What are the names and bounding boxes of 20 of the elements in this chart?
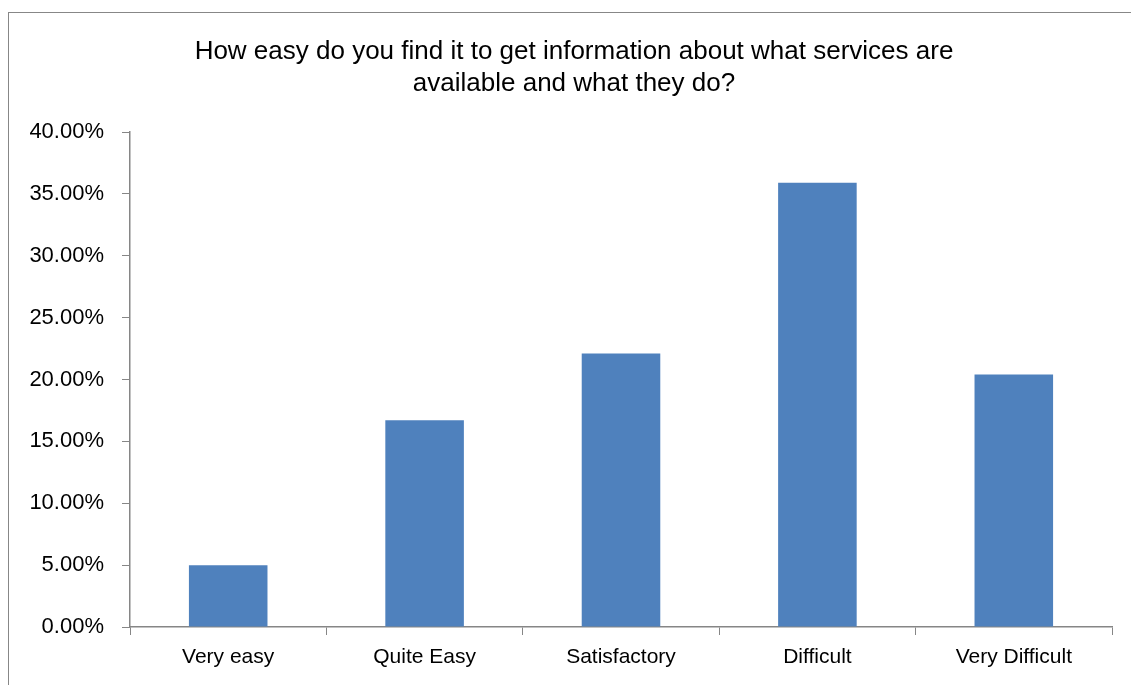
y-tick-label: 0.00% — [41, 613, 104, 639]
x-tick-label: Difficult — [783, 644, 852, 668]
x-tick-label: Very Difficult — [955, 644, 1073, 668]
bar — [778, 182, 857, 627]
x-tick-label: Quite Easy — [373, 644, 477, 668]
x-tick-label: Satisfactory — [566, 644, 677, 668]
y-tick-label: 30.00% — [29, 241, 104, 267]
bar — [974, 374, 1054, 627]
bar — [581, 353, 661, 627]
y-tick-label: 10.00% — [29, 489, 104, 515]
bar — [385, 420, 464, 627]
y-tick-label: 40.00% — [29, 118, 104, 144]
y-tick-label: 20.00% — [29, 365, 104, 391]
chart-title: How easy do you find it to get information about what services are available and what they do? — [193, 34, 955, 98]
y-tick-label: 15.00% — [29, 427, 104, 453]
bar — [188, 565, 268, 627]
y-tick-label: 35.00% — [29, 179, 104, 205]
y-tick-label: 5.00% — [41, 551, 104, 577]
y-tick-label: 25.00% — [29, 303, 104, 329]
x-tick-label: Very easy — [182, 644, 275, 668]
